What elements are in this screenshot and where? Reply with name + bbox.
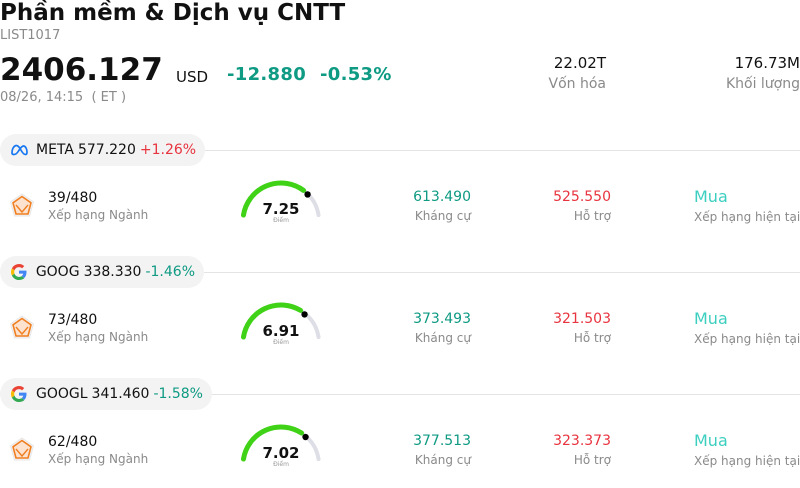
currency-label: USD bbox=[176, 68, 209, 86]
industry-rank-value: 73/480 bbox=[48, 312, 98, 328]
industry-rank-label: Xếp hạng Ngành bbox=[48, 330, 149, 344]
industry-rank-label: Xếp hạng Ngành bbox=[48, 208, 149, 222]
industry-rank-icon bbox=[9, 193, 35, 219]
stock-price: 341.460 bbox=[91, 386, 150, 402]
sector-code: LIST1017 bbox=[0, 28, 61, 43]
industry-rank-icon bbox=[9, 437, 35, 463]
resistance-value: 373.493 bbox=[413, 311, 471, 327]
score-value: 7.25 bbox=[262, 200, 300, 218]
score-value: 7.02 bbox=[262, 444, 300, 462]
volume-label: Khối lượng bbox=[725, 76, 800, 92]
score-gauge bbox=[236, 178, 326, 226]
stock-price: 338.330 bbox=[83, 264, 142, 280]
industry-rank-value: 39/480 bbox=[48, 190, 98, 206]
rating-value[interactable]: Mua bbox=[694, 309, 728, 328]
stock-pill-googl[interactable]: GOOGL 341.460 -1.58% bbox=[0, 378, 212, 410]
stock-change-percent: -1.58% bbox=[153, 386, 203, 402]
market-cap-value: 22.02T bbox=[553, 54, 606, 72]
rating-value[interactable]: Mua bbox=[694, 187, 728, 206]
support-label: Hỗ trợ bbox=[573, 331, 611, 345]
stock-pill-meta[interactable]: META 577.220 +1.26% bbox=[0, 134, 205, 166]
support-label: Hỗ trợ bbox=[573, 453, 611, 467]
rating-label: Xếp hạng hiện tại bbox=[694, 210, 800, 224]
score-gauge bbox=[236, 300, 326, 348]
score-label: Điểm bbox=[273, 339, 289, 346]
resistance-label: Kháng cự bbox=[414, 331, 471, 345]
score-label: Điểm bbox=[273, 217, 289, 224]
volume-stat: 176.73M Khối lượng bbox=[726, 54, 800, 92]
google-logo-icon bbox=[10, 263, 28, 281]
support-value: 321.503 bbox=[553, 311, 611, 327]
stock-symbol: META bbox=[36, 142, 74, 158]
meta-logo-icon bbox=[10, 141, 28, 159]
row-divider bbox=[0, 394, 800, 395]
row-divider bbox=[0, 150, 800, 151]
support-label: Hỗ trợ bbox=[573, 209, 611, 223]
price-change-percent: -0.53% bbox=[320, 64, 392, 85]
stock-symbol: GOOG bbox=[35, 264, 80, 280]
industry-rank-label: Xếp hạng Ngành bbox=[48, 452, 149, 466]
resistance-label: Kháng cự bbox=[414, 209, 471, 223]
resistance-value: 377.513 bbox=[413, 433, 471, 449]
score-label: Điểm bbox=[273, 461, 289, 468]
market-cap-label: Vốn hóa bbox=[548, 76, 606, 92]
rating-label: Xếp hạng hiện tại bbox=[694, 454, 800, 468]
sector-price: 2406.127 bbox=[0, 52, 163, 88]
timestamp: 08/26, 14:15 ( ET ) bbox=[0, 90, 127, 105]
row-divider bbox=[0, 272, 800, 273]
rating-value[interactable]: Mua bbox=[694, 431, 728, 450]
rating-label: Xếp hạng hiện tại bbox=[694, 332, 800, 346]
stock-change-percent: -1.46% bbox=[145, 264, 195, 280]
stock-pill-goog[interactable]: GOOG 338.330 -1.46% bbox=[0, 256, 204, 288]
resistance-label: Kháng cự bbox=[414, 453, 471, 467]
stock-price: 577.220 bbox=[77, 142, 136, 158]
support-value: 525.550 bbox=[553, 189, 611, 205]
support-value: 323.373 bbox=[553, 433, 611, 449]
score-value: 6.91 bbox=[262, 322, 300, 340]
resistance-value: 613.490 bbox=[413, 189, 471, 205]
page-title: Phần mềm & Dịch vụ CNTT bbox=[0, 0, 346, 26]
google-logo-icon bbox=[10, 385, 28, 403]
volume-value: 176.73M bbox=[734, 54, 800, 72]
industry-rank-icon bbox=[9, 315, 35, 341]
price-change: -12.880 bbox=[227, 64, 307, 85]
score-gauge bbox=[236, 422, 326, 470]
stock-symbol: GOOGL bbox=[36, 386, 88, 402]
market-cap-stat: 22.02T Vốn hóa bbox=[549, 54, 606, 92]
stock-change-percent: +1.26% bbox=[139, 142, 197, 158]
industry-rank-value: 62/480 bbox=[48, 434, 98, 450]
